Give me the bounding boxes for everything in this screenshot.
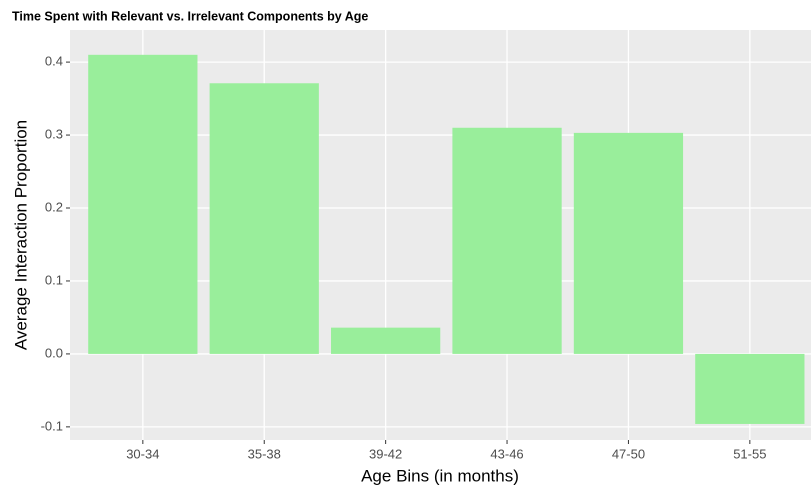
bar (209, 83, 319, 354)
x-tick-label: 35-38 (248, 446, 281, 461)
x-tick-label: 39-42 (369, 446, 402, 461)
x-tick-label: 43-46 (490, 446, 523, 461)
x-tick-label: 51-55 (733, 446, 766, 461)
chart-title: Time Spent with Relevant vs. Irrelevant … (12, 9, 368, 23)
x-tick-label: 47-50 (612, 446, 645, 461)
y-tick-label: 0.3 (45, 126, 63, 141)
y-tick-label: 0.4 (45, 54, 63, 69)
y-tick-label: -0.1 (41, 418, 63, 433)
y-tick-label: 0.2 (45, 199, 63, 214)
bar (88, 54, 198, 354)
bar (695, 353, 805, 424)
bar (573, 132, 684, 354)
y-tick-label: 0.0 (45, 345, 63, 360)
x-axis-label: Age Bins (in months) (361, 466, 519, 485)
x-tick-label: 30-34 (126, 446, 159, 461)
bar (452, 127, 562, 354)
y-tick-label: 0.1 (45, 272, 63, 287)
bar (331, 327, 441, 354)
y-axis-label: Average Interaction Proportion (11, 120, 30, 350)
